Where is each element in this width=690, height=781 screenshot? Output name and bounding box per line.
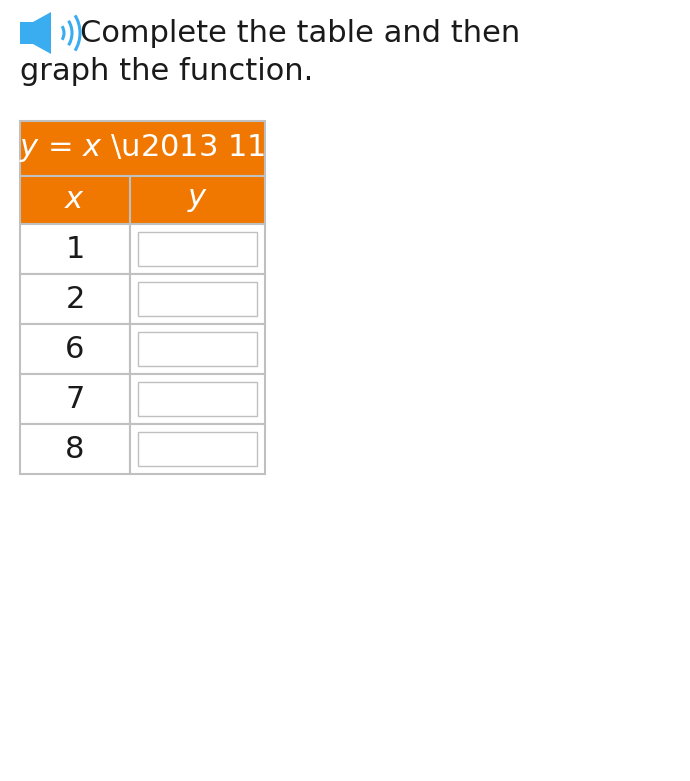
Bar bbox=[130, 424, 265, 474]
Text: 8: 8 bbox=[66, 434, 85, 463]
Text: $\it{y}$: $\it{y}$ bbox=[187, 186, 208, 215]
Bar bbox=[20, 274, 130, 324]
Bar bbox=[20, 121, 265, 176]
Polygon shape bbox=[33, 12, 51, 54]
Bar bbox=[130, 374, 265, 424]
Text: 6: 6 bbox=[66, 334, 85, 363]
Bar bbox=[130, 274, 265, 324]
Bar bbox=[20, 176, 130, 224]
Bar bbox=[20, 324, 130, 374]
Bar bbox=[138, 232, 257, 266]
Text: 1: 1 bbox=[66, 234, 85, 263]
Bar bbox=[20, 374, 130, 424]
Bar bbox=[138, 332, 257, 366]
Text: Complete the table and then: Complete the table and then bbox=[80, 19, 520, 48]
Bar bbox=[130, 224, 265, 274]
Bar bbox=[130, 324, 265, 374]
Bar bbox=[138, 282, 257, 316]
Bar bbox=[20, 224, 130, 274]
Text: 7: 7 bbox=[66, 384, 85, 413]
Bar bbox=[20, 22, 33, 44]
Bar bbox=[130, 176, 265, 224]
Text: 2: 2 bbox=[66, 284, 85, 313]
Bar bbox=[20, 424, 130, 474]
Bar bbox=[138, 432, 257, 466]
Bar bbox=[138, 382, 257, 416]
Text: $\it{x}$: $\it{x}$ bbox=[64, 186, 86, 215]
Text: $\it{y}$ = $\it{x}$ \u2013 11: $\it{y}$ = $\it{x}$ \u2013 11 bbox=[19, 133, 266, 165]
Text: graph the function.: graph the function. bbox=[20, 56, 313, 85]
